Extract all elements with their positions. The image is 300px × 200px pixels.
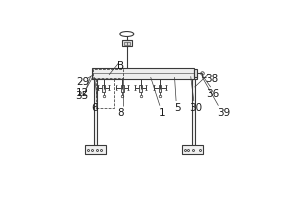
Bar <box>92 75 98 79</box>
Text: 35: 35 <box>76 91 89 101</box>
Text: 36: 36 <box>206 89 220 99</box>
Text: 6: 6 <box>91 103 98 113</box>
Text: 39: 39 <box>217 108 230 118</box>
Text: 1: 1 <box>159 108 166 118</box>
Text: B: B <box>117 61 124 71</box>
Text: 12: 12 <box>76 88 89 98</box>
Text: 29: 29 <box>76 77 89 87</box>
Bar <box>190 75 197 79</box>
Bar <box>94 78 98 146</box>
Bar <box>194 69 196 77</box>
Bar <box>93 69 123 78</box>
Bar <box>85 145 106 154</box>
Bar <box>127 42 130 45</box>
Bar <box>124 42 127 45</box>
Bar <box>102 85 105 92</box>
Text: 38: 38 <box>205 74 218 84</box>
Bar <box>182 145 203 154</box>
Bar <box>192 78 195 146</box>
Text: 30: 30 <box>190 103 203 113</box>
Text: 8: 8 <box>117 108 124 118</box>
Bar <box>122 40 132 46</box>
Text: 5: 5 <box>174 103 181 113</box>
Bar <box>97 79 114 108</box>
Bar <box>121 85 124 92</box>
Bar <box>92 68 194 79</box>
Bar <box>139 85 142 92</box>
Bar <box>158 85 161 92</box>
